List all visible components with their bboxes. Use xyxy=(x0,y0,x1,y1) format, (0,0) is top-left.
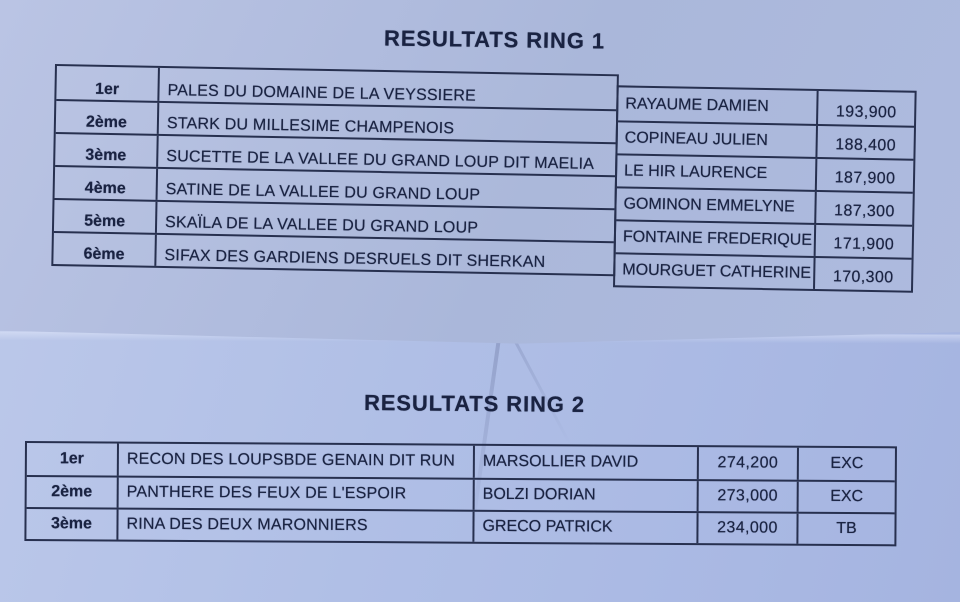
grade-cell: EXC xyxy=(830,487,864,506)
handler-cell: BOLZI DORIAN xyxy=(474,479,699,512)
score-cell: 193,900 xyxy=(835,103,897,122)
handler-cell: COPINEAU JULIEN xyxy=(617,122,818,157)
score-cell: 273,000 xyxy=(698,481,799,512)
result-row: 1er RECON DES LOUPSBDE GENAIN DIT RUN MA… xyxy=(26,443,895,480)
result-row: COPINEAU JULIEN 188,400 xyxy=(617,120,915,159)
grade-cell: EXC xyxy=(830,454,864,473)
rank-cell: 2ème xyxy=(26,477,119,508)
score-cell: 234,000 xyxy=(698,513,799,544)
handler-cell: MARSOLLIER DAVID xyxy=(474,445,699,480)
score-cell: 274,200 xyxy=(698,447,799,480)
ring1-title: RESULTATS RING 1 xyxy=(383,25,606,54)
rank-cell: 3ème xyxy=(55,134,159,167)
rank-cell: 5ème xyxy=(53,200,158,233)
handler-cell: FONTAINE FREDERIQUE xyxy=(615,221,817,256)
ring1-table-handler-score-grid: RAYAUME DAMIEN 193,900 COPINEAU JULIEN 1… xyxy=(613,85,917,293)
handler-cell: RAYAUME DAMIEN xyxy=(618,87,819,124)
dog-name-cell: SIFAX DES GARDIENS DESRUELS DIT SHERKAN xyxy=(164,247,546,272)
result-row: LE HIR LAURENCE 187,900 xyxy=(616,153,914,192)
rank-cell: 3ème xyxy=(26,509,119,540)
ring2-title: RESULTATS RING 2 xyxy=(363,390,586,417)
result-row: RAYAUME DAMIEN 193,900 xyxy=(618,87,915,125)
score-cell: 171,900 xyxy=(833,235,895,254)
dog-name-cell: RINA DES DEUX MARONNIERS xyxy=(118,509,475,542)
result-row: 3ème RINA DES DEUX MARONNIERS GRECO PATR… xyxy=(26,507,895,545)
result-row: GOMINON EMMELYNE 187,300 xyxy=(616,186,913,225)
handler-cell: GRECO PATRICK xyxy=(474,511,699,544)
rank-cell: 1er xyxy=(26,443,119,476)
result-row: MOURGUET CATHERINE 170,300 xyxy=(615,252,912,291)
rank-cell: 4ème xyxy=(54,167,159,200)
score-cell: 170,300 xyxy=(832,268,894,287)
rank-cell: 6ème xyxy=(53,233,157,266)
handler-cell: GOMINON EMMELYNE xyxy=(616,188,817,223)
score-cell: 188,400 xyxy=(835,136,897,155)
result-row: FONTAINE FREDERIQUE 171,900 xyxy=(615,219,913,258)
dog-name-cell: PANTHERE DES FEUX DE L'ESPOIR xyxy=(118,477,475,510)
score-cell: 187,900 xyxy=(834,169,896,188)
dog-name-cell: RECON DES LOUPSBDE GENAIN DIT RUN xyxy=(118,443,475,478)
rank-cell: 2ème xyxy=(55,101,160,134)
result-row: 2ème PANTHERE DES FEUX DE L'ESPOIR BOLZI… xyxy=(26,475,895,513)
ring2-results-table: 1er RECON DES LOUPSBDE GENAIN DIT RUN MA… xyxy=(24,441,897,547)
results-sheet-ring1: RESULTATS RING 1 1er PALES DU DOMAINE DE… xyxy=(0,0,960,344)
grade-cell: TB xyxy=(836,519,857,538)
handler-cell: LE HIR LAURENCE xyxy=(616,155,818,190)
rank-cell: 1er xyxy=(56,66,160,101)
ring1-results-table: 1er PALES DU DOMAINE DE LA VEYSSIERE 2èm… xyxy=(51,64,917,310)
score-cell: 187,300 xyxy=(833,202,895,221)
handler-cell: MOURGUET CATHERINE xyxy=(615,254,816,289)
ring1-table-rank-name-grid: 1er PALES DU DOMAINE DE LA VEYSSIERE 2èm… xyxy=(51,64,619,277)
